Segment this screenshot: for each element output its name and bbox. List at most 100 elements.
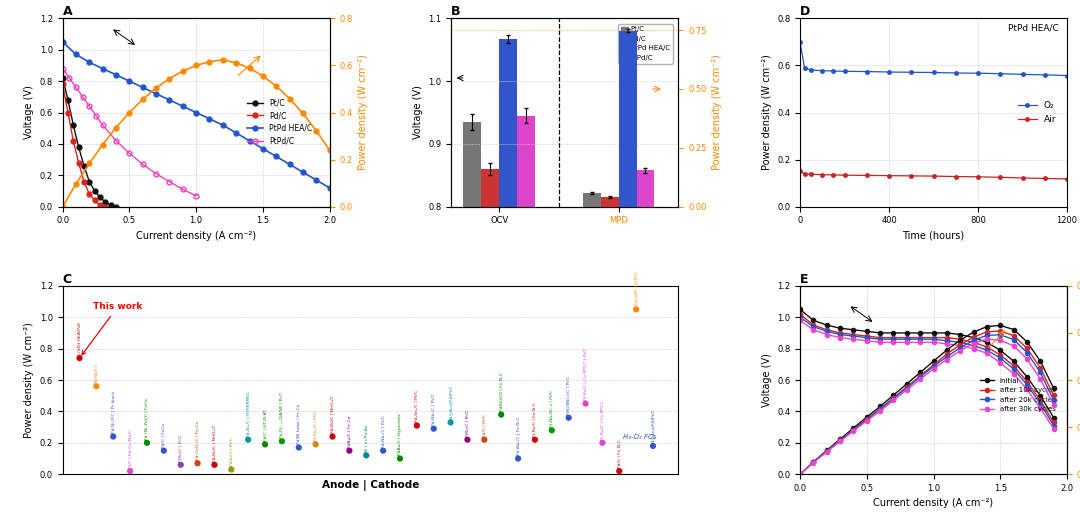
Y-axis label: Power density (W cm⁻²): Power density (W cm⁻²) (24, 322, 35, 438)
after 30k cycles (861, 337, 874, 344)
Pd/C (67, 138, 80, 144)
Point (71, 354, 89, 362)
after 10k cycles (1021, 378, 1034, 385)
PtPd HEA/C (296, 169, 309, 176)
Point (307, 440, 324, 449)
Pt/C (89, 188, 102, 194)
PtPd HEA/C (56, 39, 69, 45)
Air (815, 171, 828, 178)
Point (291, 443, 308, 452)
Text: PtRu/C | Pt/C: PtRu/C | Pt/C (178, 434, 183, 462)
Text: Pd₂Ru/C | MnO₂/C: Pd₂Ru/C | MnO₂/C (330, 396, 335, 433)
Text: Pd₂Nb₂/C | Pt/C: Pd₂Nb₂/C | Pt/C (432, 393, 435, 425)
PtPd/C (190, 193, 203, 199)
Initial (981, 339, 994, 345)
PtPd HEA/C (190, 110, 203, 116)
Initial (967, 334, 980, 341)
Air (905, 173, 918, 179)
Line: O₂: O₂ (798, 40, 1069, 78)
Initial (1034, 392, 1047, 399)
Text: C: C (63, 273, 71, 286)
Air (882, 172, 895, 179)
after 20k cycles (1008, 366, 1021, 372)
Point (577, 399, 594, 408)
Bar (583, 193, 600, 207)
PtPd HEA/C (123, 78, 136, 84)
Y-axis label: Power density (W cm⁻²): Power density (W cm⁻²) (761, 54, 771, 170)
O₂ (815, 68, 828, 74)
after 20k cycles (807, 323, 820, 330)
PtPd HEA/C (310, 177, 323, 183)
Initial (807, 317, 820, 323)
PtPd/C (123, 150, 136, 157)
after 30k cycles (927, 339, 940, 345)
PtPd/C (77, 94, 90, 100)
Point (375, 446, 392, 455)
Text: Pd/C | HT-ELAT: Pd/C | HT-ELAT (264, 409, 267, 441)
PtPd/C (163, 179, 176, 185)
Pt/C (72, 144, 85, 150)
O₂ (861, 69, 874, 75)
PtPd/C (150, 171, 163, 177)
Point (543, 426, 561, 434)
Text: Pd/NI foam | Fe-Co: Pd/NI foam | Fe-Co (297, 404, 301, 444)
Line: PtPd HEA/C: PtPd HEA/C (60, 39, 332, 190)
O₂ (1016, 71, 1029, 78)
Text: PdSn/C | Pt/C: PdSn/C | Pt/C (229, 438, 233, 466)
Point (121, 467, 138, 475)
O₂ (805, 67, 818, 73)
Air (972, 173, 985, 180)
Text: Pt-Ru/C | Co-PPY-C | Pt/C: Pt-Ru/C | Co-PPY-C | Pt/C (583, 348, 588, 400)
X-axis label: Time (hours): Time (hours) (903, 231, 964, 241)
Air (827, 172, 840, 178)
Point (138, 439, 156, 447)
O₂ (794, 39, 807, 45)
Text: Pt-Ru/C | Co-PPY-C: Pt-Ru/C | Co-PPY-C (600, 400, 605, 440)
after 30k cycles (807, 326, 820, 333)
PtPd HEA/C (83, 59, 96, 66)
PtPd HEA/C (216, 122, 229, 128)
Text: Pd/C | FeCo: Pd/C | FeCo (162, 423, 166, 447)
Point (256, 440, 273, 449)
Text: Pt₃Sn₁/C | Pt/C: Pt₃Sn₁/C | Pt/C (313, 410, 318, 441)
O₂ (838, 68, 851, 74)
Y-axis label: Power density (W cm⁻²): Power density (W cm⁻²) (359, 54, 368, 170)
PtPd HEA/C (230, 130, 243, 136)
Point (324, 432, 341, 441)
Pd/C (89, 198, 102, 204)
after 10k cycles (861, 333, 874, 339)
after 20k cycles (847, 333, 860, 339)
Bar (636, 170, 654, 207)
after 20k cycles (874, 336, 887, 342)
Initial (941, 330, 954, 336)
Point (426, 424, 443, 433)
Pt/C (94, 194, 107, 201)
after 20k cycles (941, 337, 954, 344)
Air (798, 171, 811, 177)
Pt/C (83, 179, 96, 185)
after 20k cycles (927, 336, 940, 342)
Pt/C (56, 75, 69, 81)
after 20k cycles (914, 336, 927, 342)
Text: Pd/C | Pt/C: Pd/C | Pt/C (483, 413, 486, 436)
after 30k cycles (981, 350, 994, 356)
Point (594, 439, 611, 447)
Text: LP@@PF-11|Pt/C: LP@@PF-11|Pt/C (634, 270, 638, 306)
after 30k cycles (967, 345, 980, 352)
Text: Pt-Ru/C | Fe-N-C: Pt-Ru/C | Fe-N-C (532, 402, 537, 436)
O₂ (905, 69, 918, 75)
Legend: Pt/C, Pd/C, PtPd HEA/C, PtPd/C: Pt/C, Pd/C, PtPd HEA/C, PtPd/C (618, 24, 673, 64)
PtPd HEA/C (243, 138, 256, 144)
Point (273, 437, 291, 445)
Air (794, 168, 807, 174)
after 20k cycles (834, 331, 847, 337)
after 10k cycles (927, 334, 940, 341)
after 10k cycles (1008, 363, 1021, 369)
Text: B: B (451, 5, 461, 18)
PtPd/C (90, 113, 103, 119)
Pt/C (62, 97, 75, 103)
Initial (954, 331, 967, 337)
Legend: Pt/C, Pd/C, PtPd HEA/C, PtPd/C: Pt/C, Pd/C, PtPd HEA/C, PtPd/C (244, 95, 315, 149)
Legend: Initial, after 10k cycles, after 20k cycles, after 30k cycles: Initial, after 10k cycles, after 20k cyc… (977, 375, 1058, 415)
after 20k cycles (794, 314, 807, 320)
